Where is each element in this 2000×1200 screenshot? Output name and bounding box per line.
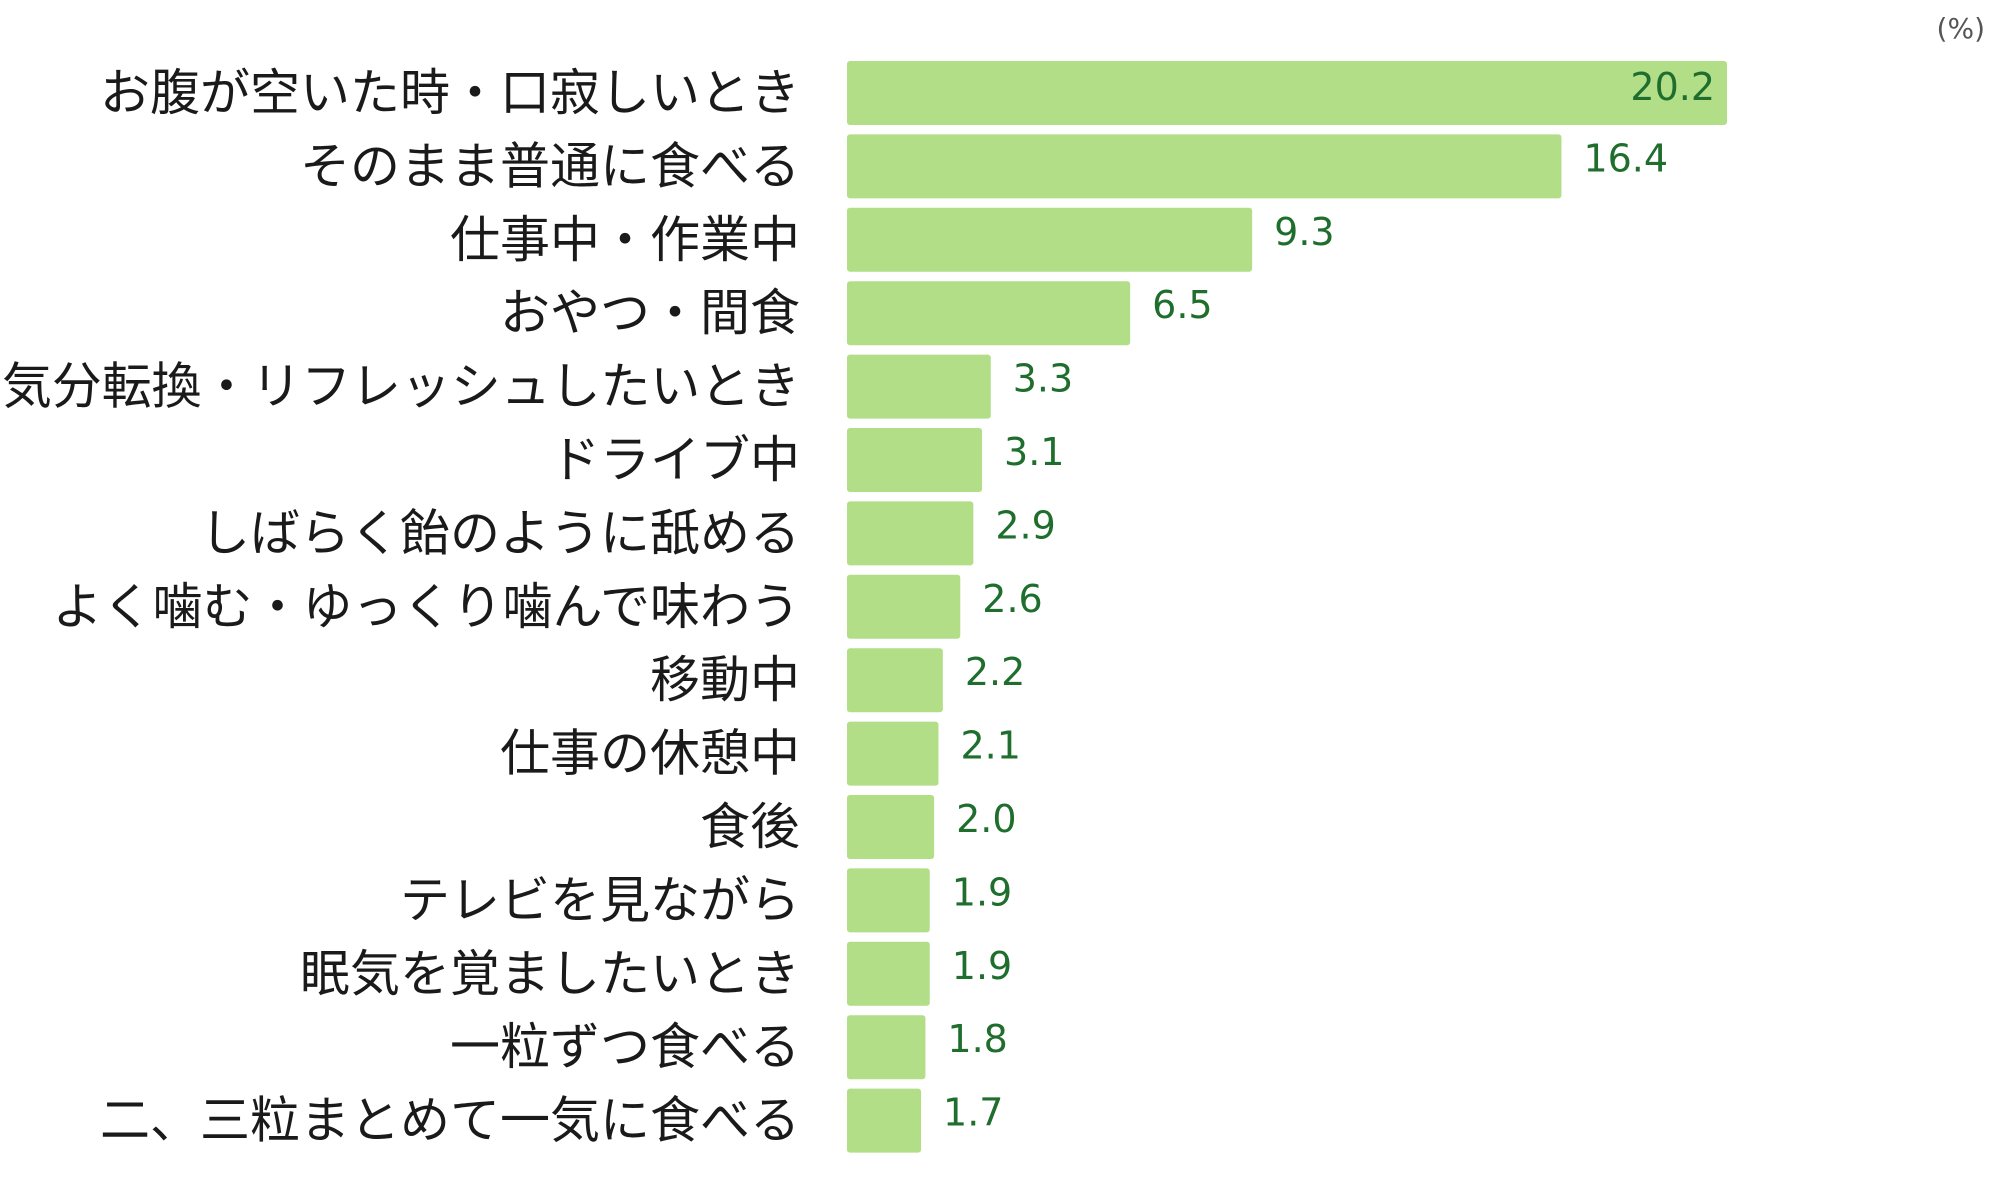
value-labels-group: 20.2 16.4 9.3 6.5 3.3 3.1 2.9 2.6 2.2 2.1 2.0 1.9 1.…	[943, 65, 1715, 1135]
bar	[847, 868, 930, 933]
category-label: テレビを見ながら	[400, 871, 800, 929]
value-label: 9.3	[1274, 210, 1334, 254]
category-label: ドライブ中	[550, 431, 800, 489]
bar	[847, 61, 1727, 125]
category-label: 移動中	[650, 651, 800, 709]
value-label: 2.6	[982, 577, 1042, 621]
value-label: 3.3	[1013, 357, 1073, 401]
unit-label: (%)	[1937, 12, 1985, 45]
category-label: 仕事中・作業中	[450, 211, 800, 269]
bar	[847, 207, 1253, 272]
bar	[847, 941, 930, 1006]
bar	[847, 574, 961, 639]
bar	[847, 1088, 922, 1153]
bar	[847, 501, 974, 566]
value-label: 1.9	[952, 870, 1012, 914]
bar	[847, 281, 1131, 346]
category-label: 二、三粒まとめて一気に食べる	[100, 1092, 800, 1150]
category-label: お腹が空いた時・口寂しいとき	[100, 64, 800, 122]
bar	[847, 134, 1562, 199]
category-label: 食後	[700, 798, 800, 856]
value-label: 6.5	[1152, 283, 1212, 327]
bar	[847, 428, 983, 492]
category-label: おやつ・間食	[500, 284, 800, 342]
value-label: 20.2	[1630, 65, 1715, 109]
value-label: 3.1	[1004, 430, 1064, 474]
bar	[847, 354, 991, 419]
category-label: よく噛む・ゆっくり噛んで味わう	[53, 578, 801, 636]
bar	[847, 795, 935, 859]
category-label: そのまま普通に食べる	[300, 137, 800, 195]
value-label: 2.9	[995, 503, 1055, 547]
value-label: 2.1	[960, 724, 1020, 768]
value-label: 2.0	[956, 797, 1016, 841]
value-label: 1.9	[952, 944, 1012, 988]
bar	[847, 721, 939, 786]
value-label: 16.4	[1583, 136, 1668, 180]
bar	[847, 1015, 926, 1080]
value-label: 1.8	[947, 1017, 1007, 1061]
category-label: 一粒ずつ食べる	[450, 1018, 800, 1076]
bars-group	[847, 61, 1727, 1153]
category-labels-group: お腹が空いた時・口寂しいときそのまま普通に食べる仕事中・作業中おやつ・間食気分転…	[2, 64, 800, 1150]
category-label: 眠気を覚ましたいとき	[300, 945, 800, 1003]
category-label: 気分転換・リフレッシュしたいとき	[2, 358, 800, 416]
value-label: 2.2	[965, 650, 1025, 694]
category-label: しばらく飴のように舐める	[200, 504, 800, 562]
category-label: 仕事の休憩中	[500, 725, 800, 783]
bar	[847, 648, 943, 713]
value-label: 1.7	[943, 1091, 1003, 1135]
